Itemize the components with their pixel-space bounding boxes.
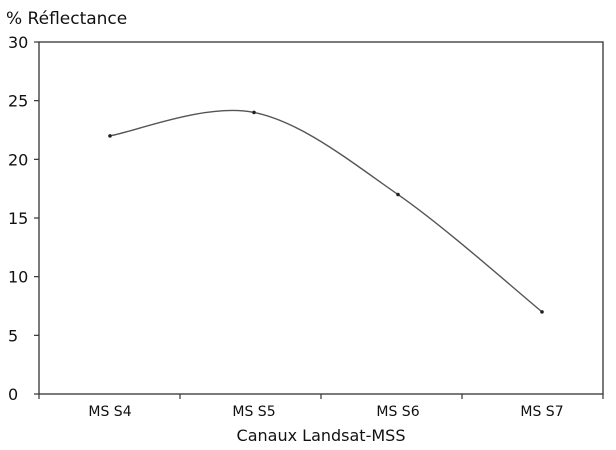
y-tick-label: 25 [8, 92, 28, 111]
y-tick-label: 15 [8, 209, 28, 228]
series-group [108, 109, 544, 314]
y-tick-label: 20 [8, 150, 28, 169]
y-axis-ticks: 0 5 10 15 20 25 30 [8, 33, 39, 404]
y-tick-label: 30 [8, 33, 28, 52]
x-axis-ticks: MS S4 MS S5 MS S6 MS S7 [38, 394, 604, 420]
x-tick-label: MS S7 [520, 404, 563, 420]
y-axis-label: % Réflectance [6, 9, 127, 29]
data-point [540, 310, 544, 314]
data-point [252, 110, 256, 115]
data-point [396, 192, 400, 197]
y-tick-label: 10 [8, 268, 28, 287]
x-tick-label: MS S4 [88, 404, 131, 420]
x-tick-label: MS S5 [232, 404, 275, 420]
data-point [108, 134, 112, 138]
plot-frame [38, 41, 604, 395]
series-line [109, 109, 543, 313]
x-axis-label: Canaux Landsat-MSS [237, 426, 406, 445]
y-tick-label: 5 [8, 326, 18, 345]
y-tick-label: 0 [8, 385, 18, 404]
x-tick-label: MS S6 [376, 404, 419, 420]
